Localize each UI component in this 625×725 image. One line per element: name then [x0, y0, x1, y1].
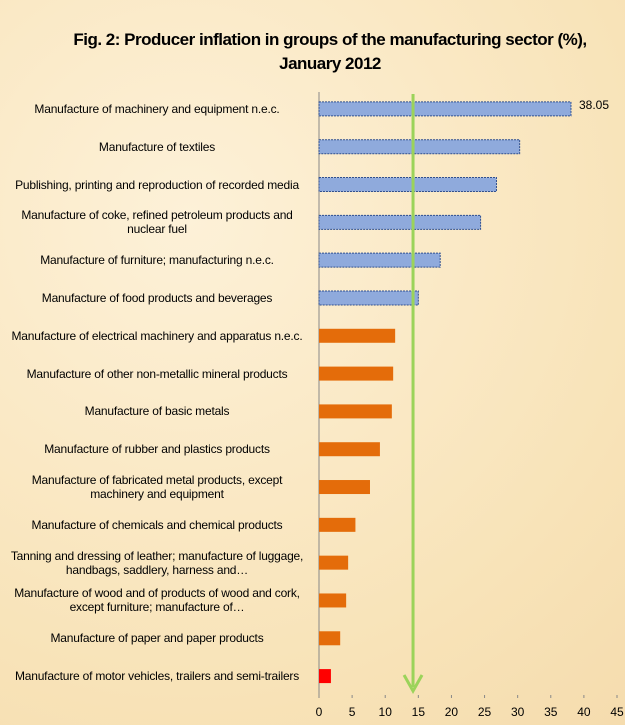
bar [319, 555, 349, 570]
x-tick-label: 0 [316, 705, 323, 719]
bar [319, 328, 396, 343]
category-label: Manufacture of machinery and equipment n… [34, 101, 280, 116]
category-label: Manufacture of electrical machinery and … [11, 328, 303, 343]
bar [318, 252, 441, 268]
category-label: Manufacture of coke, refined petroleum p… [21, 208, 293, 237]
x-tick-label: 15 [412, 705, 426, 719]
x-tick-label: 10 [379, 705, 393, 719]
bar [318, 214, 482, 230]
x-tick-label: 45 [610, 705, 624, 719]
category-label: Manufacture of furniture; manufacturing … [40, 253, 274, 268]
reference-arrow-head [402, 674, 424, 695]
x-tick-label: 40 [577, 705, 591, 719]
bar [319, 480, 370, 495]
category-label: Manufacture of other non-metallic minera… [26, 366, 288, 381]
bar [319, 404, 392, 419]
data-label: 38.05 [579, 98, 609, 112]
x-tick-label: 35 [544, 705, 558, 719]
bar [319, 517, 356, 532]
bar [319, 593, 347, 608]
bar [319, 442, 380, 457]
bar [318, 177, 497, 193]
x-tick-label: 25 [478, 705, 492, 719]
bar [319, 631, 341, 646]
bar [318, 101, 572, 117]
category-label: Manufacture of wood and of products of w… [14, 586, 300, 615]
category-label: Manufacture of paper and paper products [50, 631, 264, 646]
category-label: Manufacture of chemicals and chemical pr… [31, 517, 283, 532]
chart-title: Fig. 2: Producer inflation in groups of … [73, 30, 587, 73]
category-label: Manufacture of fabricated metal products… [31, 473, 283, 502]
x-tick-label: 30 [511, 705, 525, 719]
category-label: Manufacture of motor vehicles, trailers … [14, 669, 300, 684]
x-tick-label: 5 [349, 705, 356, 719]
category-label: Manufacture of food products and beverag… [41, 290, 273, 305]
category-label: Publishing, printing and reproduction of… [15, 177, 299, 192]
category-label: Manufacture of rubber and plastics produ… [44, 442, 270, 457]
bar [319, 366, 394, 381]
x-tick-label: 20 [445, 705, 459, 719]
category-label: Manufacture of basic metals [84, 404, 230, 419]
bar [319, 669, 331, 684]
category-label: Tanning and dressing of leather; manufac… [10, 548, 304, 577]
bar [318, 139, 521, 155]
category-label: Manufacture of textiles [98, 139, 216, 154]
bar [318, 290, 419, 306]
